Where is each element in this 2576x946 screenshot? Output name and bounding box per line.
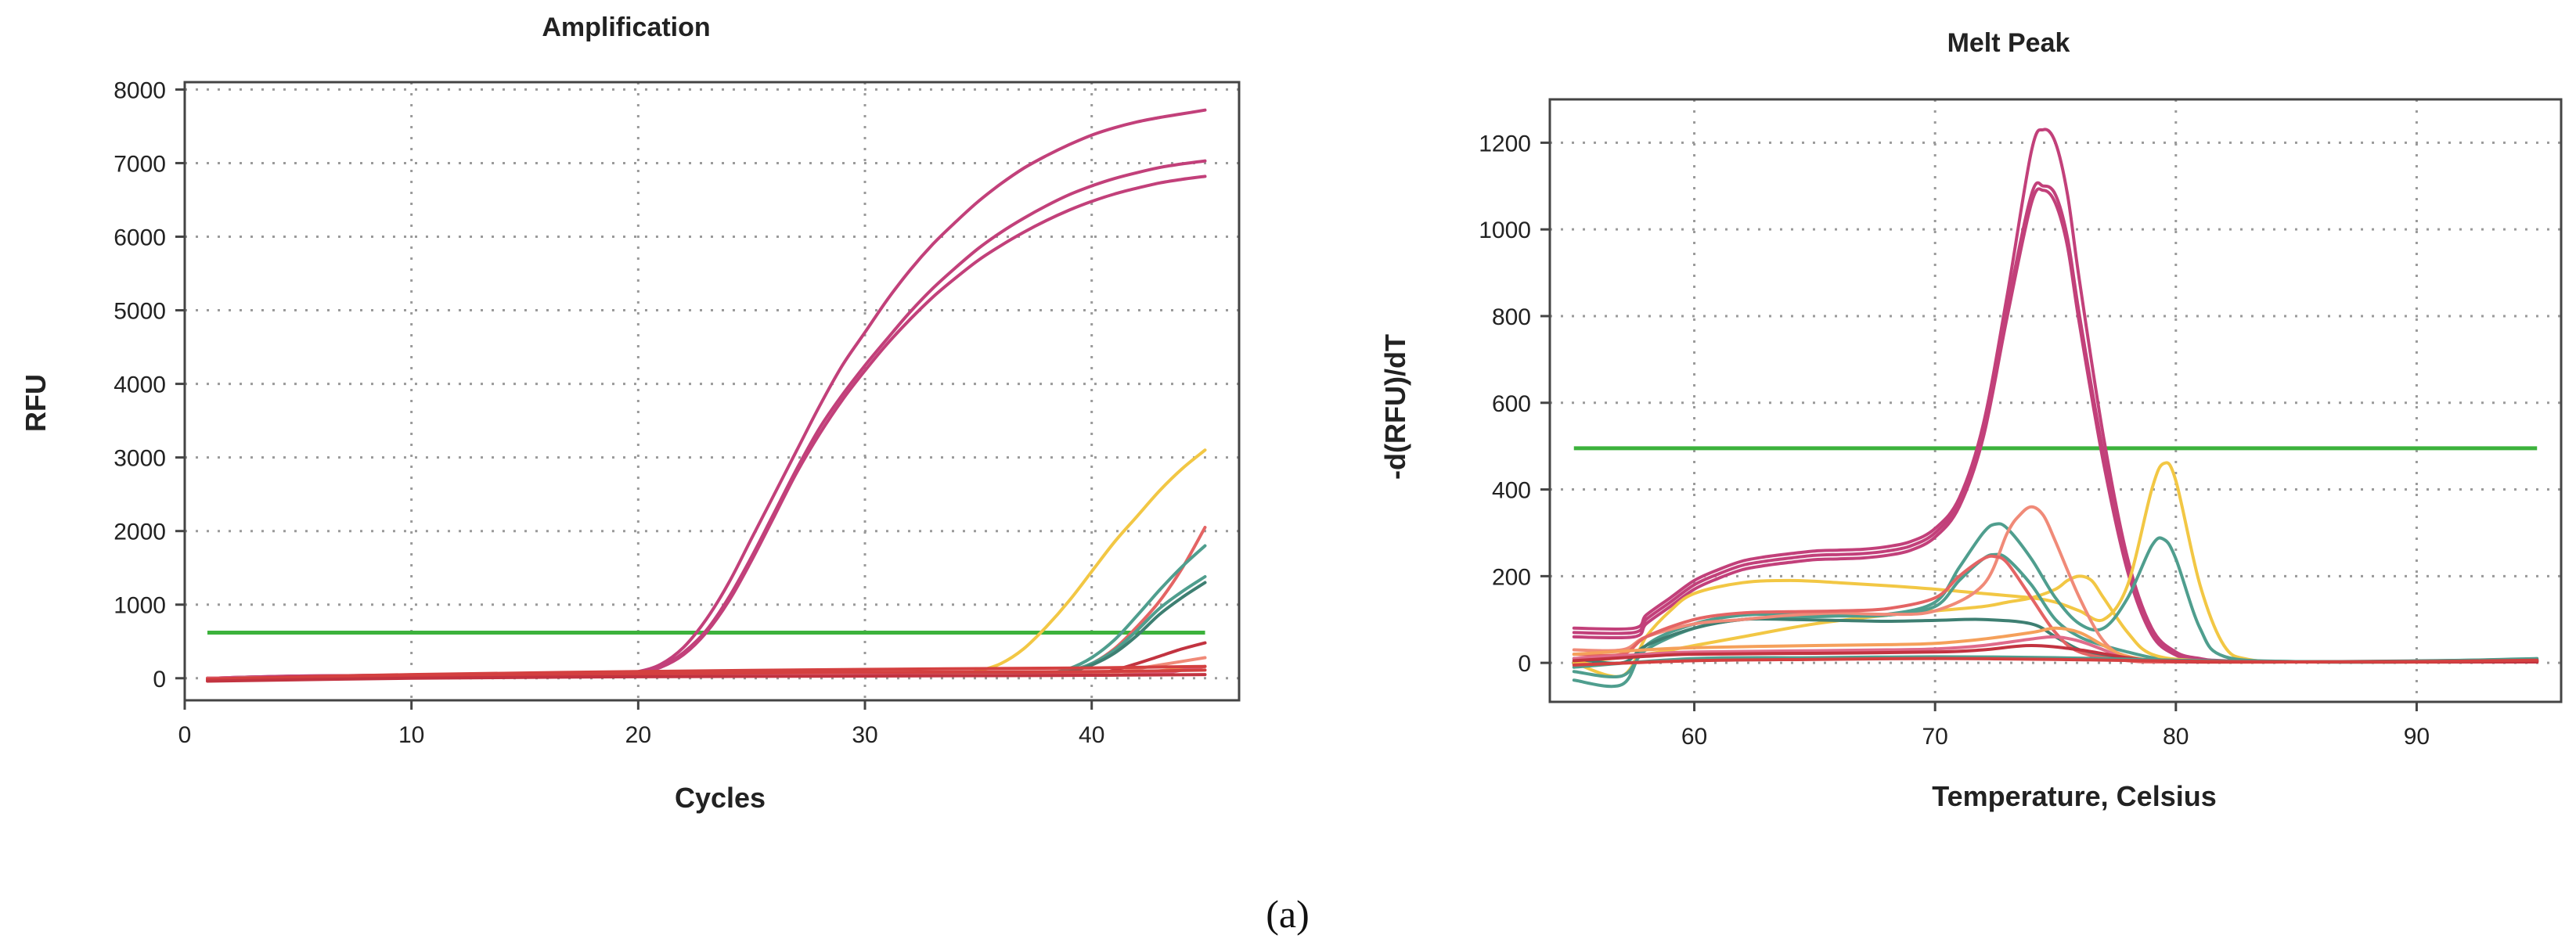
melt-peak-x-tick-label: 60: [1681, 724, 1707, 750]
amplification-y-tick-label: 8000: [113, 77, 166, 103]
melt-peak-curves: [1572, 128, 2539, 689]
amplification-plot-frame: [183, 81, 1241, 702]
series-melt-teal-1: [1572, 522, 2539, 689]
series-amp-teal-2: [206, 575, 1207, 680]
melt-peak-x-tick-label: 90: [2404, 724, 2430, 750]
melt-peak-y-axis-label: -d(RFU)/dT: [1379, 334, 1411, 480]
series-amp-high-1: [206, 108, 1207, 680]
amplification-y-tick-label: 1000: [113, 593, 166, 619]
series-melt-high-1: [1572, 128, 2539, 664]
amplification-y-tick-label: 2000: [113, 520, 166, 545]
amplification-y-axis-label: RFU: [20, 374, 52, 432]
amplification-y-tick-label: 4000: [113, 372, 166, 398]
melt-peak-chart: Melt Peak -d(RFU)/dT Temperature, Celsiu…: [1379, 28, 2563, 812]
melt-peak-x-axis-label: Temperature, Celsius: [1932, 780, 2216, 812]
melt-peak-title: Melt Peak: [1947, 28, 2070, 58]
melt-peak-plot-frame: [1548, 98, 2563, 703]
amplification-x-tick-label: 20: [625, 722, 651, 748]
melt-peak-y-tick-label: 800: [1492, 304, 1531, 330]
amplification-curves: [206, 108, 1207, 683]
amplification-x-tick-label: 10: [398, 722, 424, 748]
series-melt-high-3: [1572, 187, 2539, 664]
amplification-y-tick-label: 3000: [113, 446, 166, 472]
series-melt-salmon-1: [1572, 505, 2539, 664]
series-amp-red-3: [206, 664, 1207, 681]
melt-peak-ticks: 60 70 80 90 0 200 400 600 800 1000 1200: [1479, 131, 2430, 750]
amplification-x-tick-label: 40: [1079, 722, 1104, 748]
melt-peak-x-tick-label: 80: [2163, 724, 2189, 750]
amplification-y-tick-label: 7000: [113, 151, 166, 177]
amplification-title: Amplification: [542, 13, 710, 42]
melt-peak-y-tick-label: 1200: [1479, 131, 1531, 156]
amplification-y-tick-label: 6000: [113, 225, 166, 251]
amplification-gridlines: [185, 82, 1239, 700]
melt-peak-y-tick-label: 400: [1492, 478, 1531, 504]
melt-peak-y-tick-label: 200: [1492, 564, 1531, 590]
series-melt-yellow-1: [1572, 461, 2539, 678]
melt-peak-gridlines: [1550, 99, 2561, 702]
series-amp-teal-1: [206, 544, 1207, 680]
amplification-x-tick-label: 30: [852, 722, 877, 748]
melt-peak-y-tick-label: 1000: [1479, 218, 1531, 243]
amplification-ticks: 0 10 20 30 40 0 1000 2000 3000 4000 5000 6000 7000 80…: [113, 77, 1104, 748]
amplification-x-axis-label: Cycles: [675, 782, 766, 814]
series-amp-red-1: [206, 526, 1207, 680]
amplification-chart: Amplification RFU Cycles 0 10 20 30 40 0 1000 2…: [20, 13, 1241, 814]
melt-peak-y-tick-label: 0: [1518, 651, 1531, 677]
amplification-x-tick-label: 0: [178, 722, 192, 748]
melt-peak-y-tick-label: 600: [1492, 391, 1531, 417]
figure-caption: (a): [1266, 892, 1310, 936]
series-melt-flat-2: [1572, 656, 2539, 667]
amplification-y-tick-label: 0: [153, 667, 166, 692]
series-amp-yellow: [206, 448, 1207, 680]
melt-peak-x-tick-label: 70: [1922, 724, 1948, 750]
amplification-y-tick-label: 5000: [113, 299, 166, 325]
series-amp-high-2: [206, 159, 1207, 680]
series-amp-high-3: [206, 174, 1207, 680]
series-amp-red-4: [206, 673, 1207, 683]
